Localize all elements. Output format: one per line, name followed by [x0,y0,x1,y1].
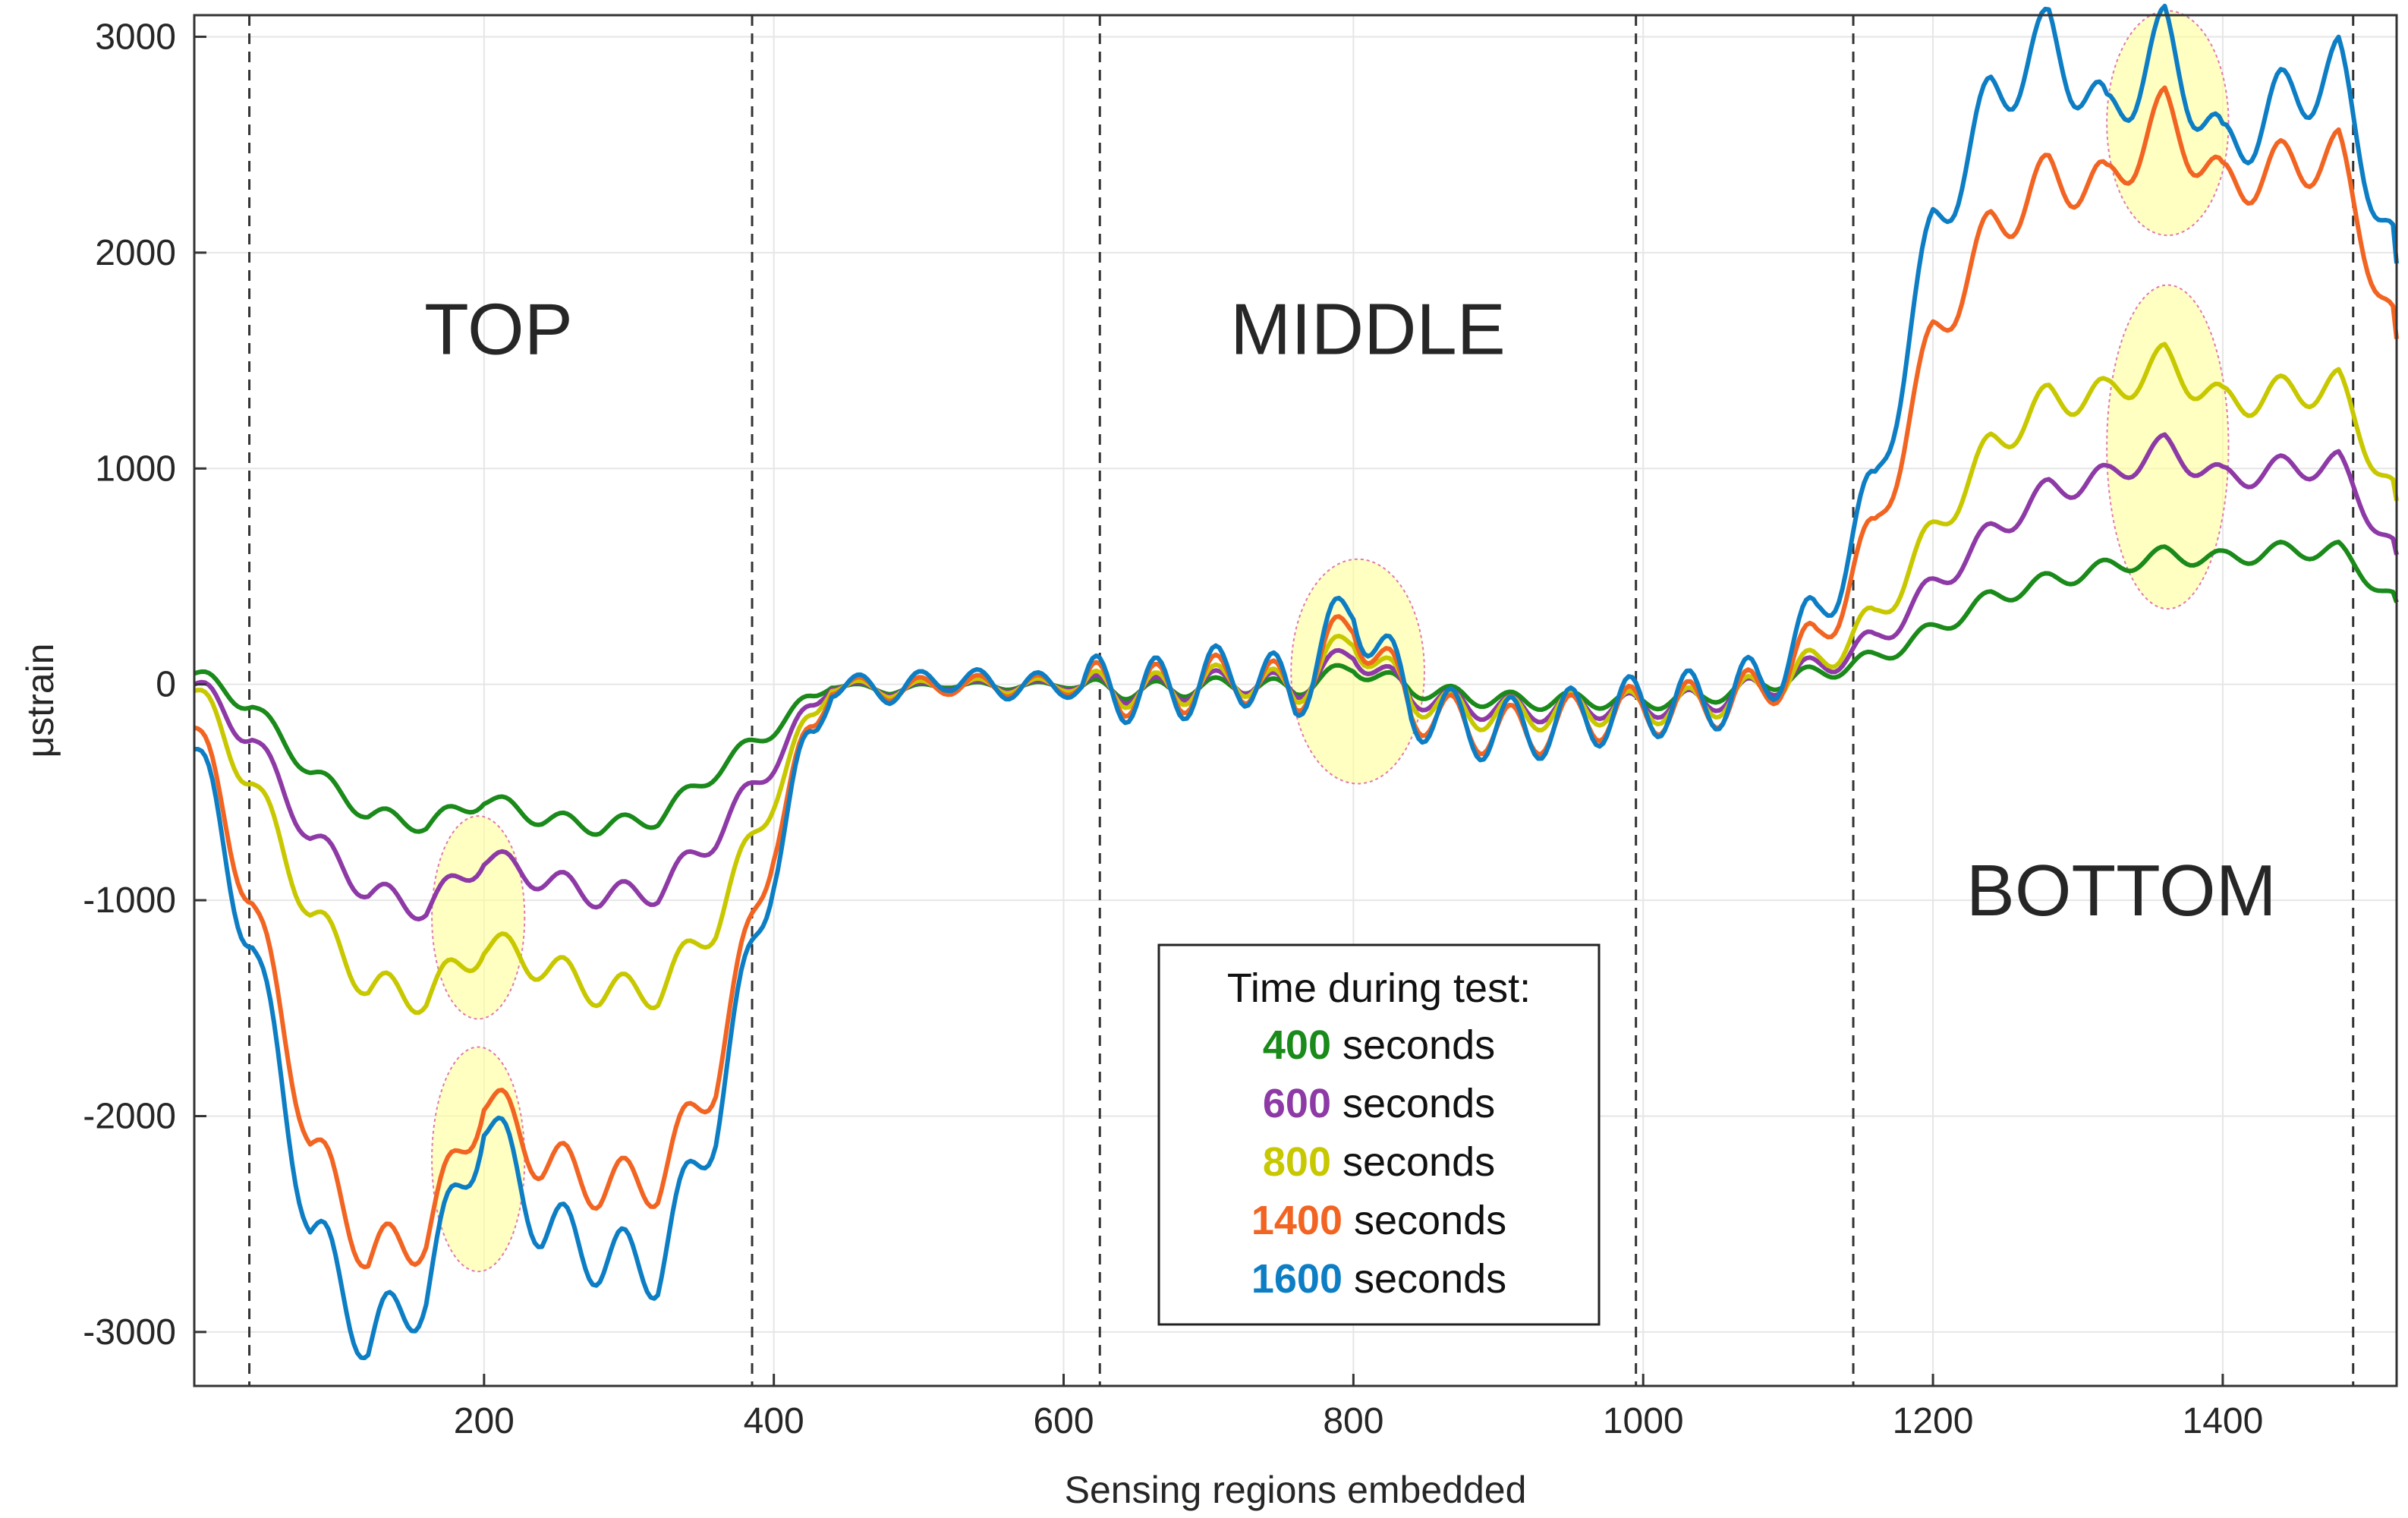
legend-box [1157,943,1601,1326]
region-labels: TOP MIDDLE BOTTOM [424,288,2277,931]
x-tick-label: 800 [1323,1401,1383,1441]
legend-entry-600: 600 seconds [1263,1081,1495,1126]
highlight-ellipse [2106,284,2230,610]
data-series [193,3,2399,1361]
legend-entry-400: 400 seconds [1263,1022,1495,1068]
plot-frame [193,14,2398,1387]
x-tick-label: 1000 [1603,1401,1684,1441]
y-axis-label: μstrain [19,643,61,757]
x-tick-label: 200 [454,1401,515,1441]
legend-entry-unit: seconds [1331,1139,1495,1185]
legend-entry-unit: seconds [1331,1022,1495,1068]
legend-entry-number: 400 [1263,1022,1331,1068]
x-tick-label: 1400 [2183,1401,2264,1441]
region-boundary-lines [248,15,2355,1386]
series-line-1600 [194,3,2399,1361]
y-tick-label: -3000 [83,1312,176,1353]
legend-entry-unit: seconds [1342,1256,1506,1302]
legend-entry-unit: seconds [1342,1198,1506,1243]
y-tick-label: 0 [156,665,176,705]
highlight-ellipse [431,815,526,1020]
legend-entry-800: 800 seconds [1263,1139,1495,1185]
x-tick-label: 1200 [1893,1401,1974,1441]
y-tick-label: -2000 [83,1096,176,1136]
legend-entry-number: 600 [1263,1081,1331,1126]
axes [193,14,2398,1387]
series-line-800 [194,342,2399,1016]
x-tick-label: 400 [744,1401,804,1441]
x-ticks: 200 400 600 800 1000 1200 1400 [454,1374,2263,1441]
x-axis-label: Sensing regions embedded [1065,1469,1527,1511]
legend-entry-number: 800 [1263,1139,1331,1185]
legend-title: Time during test: [1227,965,1531,1011]
y-tick-label: 2000 [95,233,176,273]
y-ticks: -3000 -2000 -1000 0 1000 2000 3000 [83,17,206,1353]
region-label: TOP [424,288,573,370]
region-label: BOTTOM [1966,850,2277,931]
x-tick-label: 600 [1033,1401,1094,1441]
legend-entry-1400: 1400 seconds [1251,1198,1506,1243]
region-label: MIDDLE [1230,288,1506,370]
series-line-600 [193,432,2399,921]
legend-entry-1600: 1600 seconds [1251,1256,1506,1302]
legend-entry-number: 1400 [1251,1198,1342,1243]
highlight-ellipse [2106,10,2230,237]
y-tick-label: -1000 [83,880,176,921]
highlight-regions [431,10,2230,1273]
y-tick-label: 1000 [95,449,176,489]
legend-entry-number: 1600 [1251,1256,1342,1302]
y-tick-label: 3000 [95,17,176,57]
legend-entry-unit: seconds [1331,1081,1495,1126]
highlight-ellipse [1290,558,1425,785]
